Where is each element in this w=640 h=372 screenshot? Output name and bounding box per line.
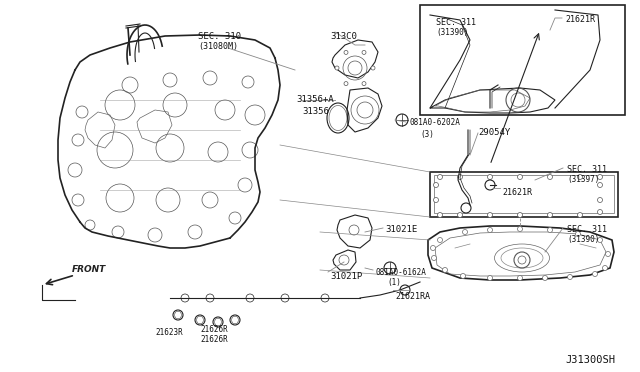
Text: 31021E: 31021E <box>385 225 417 234</box>
Circle shape <box>458 212 463 218</box>
Text: SEC. 310: SEC. 310 <box>198 32 241 41</box>
Circle shape <box>371 66 375 70</box>
Circle shape <box>230 315 240 325</box>
Circle shape <box>547 174 552 180</box>
Circle shape <box>488 212 493 218</box>
Text: 31356: 31356 <box>302 107 329 116</box>
Circle shape <box>195 315 205 325</box>
Text: 29054Y: 29054Y <box>478 128 510 137</box>
Text: 081A0-6202A: 081A0-6202A <box>410 118 461 127</box>
Circle shape <box>602 266 607 270</box>
Circle shape <box>605 251 611 257</box>
Text: J31300SH: J31300SH <box>565 355 615 365</box>
Circle shape <box>598 198 602 202</box>
Circle shape <box>488 276 493 280</box>
Circle shape <box>458 174 463 180</box>
Circle shape <box>433 198 438 202</box>
Circle shape <box>593 272 598 276</box>
Circle shape <box>518 212 522 218</box>
Bar <box>430 172 618 217</box>
Circle shape <box>431 246 435 250</box>
Circle shape <box>335 66 339 70</box>
Circle shape <box>344 81 348 86</box>
Circle shape <box>173 310 183 320</box>
Bar <box>420 5 625 115</box>
Text: 081A0-6162A: 081A0-6162A <box>375 268 426 277</box>
Circle shape <box>246 294 254 302</box>
Circle shape <box>575 231 580 237</box>
Text: 21621RA: 21621RA <box>395 292 430 301</box>
Circle shape <box>181 294 189 302</box>
Circle shape <box>321 294 329 302</box>
Circle shape <box>344 51 348 54</box>
Circle shape <box>438 212 442 218</box>
Circle shape <box>438 237 442 243</box>
Circle shape <box>442 267 447 273</box>
Circle shape <box>431 256 436 260</box>
Circle shape <box>598 174 602 180</box>
Circle shape <box>547 212 552 218</box>
Circle shape <box>577 212 582 218</box>
Circle shape <box>461 273 465 279</box>
Bar <box>434 175 614 213</box>
Circle shape <box>518 276 522 280</box>
Text: (31080M): (31080M) <box>198 42 238 51</box>
Text: (1): (1) <box>387 278 401 287</box>
Circle shape <box>438 174 442 180</box>
Text: 21626R: 21626R <box>200 325 228 334</box>
Circle shape <box>598 183 602 187</box>
Circle shape <box>518 174 522 180</box>
Text: SEC. 311: SEC. 311 <box>567 225 607 234</box>
Circle shape <box>213 317 223 327</box>
Text: (31397): (31397) <box>567 175 600 184</box>
Text: (31390): (31390) <box>436 28 468 37</box>
Text: 21621R: 21621R <box>565 15 595 24</box>
Circle shape <box>598 237 602 243</box>
Circle shape <box>543 276 547 280</box>
Circle shape <box>206 294 214 302</box>
Circle shape <box>362 51 366 54</box>
Circle shape <box>488 228 493 232</box>
Circle shape <box>577 174 582 180</box>
Circle shape <box>488 174 493 180</box>
Text: SEC. 311: SEC. 311 <box>436 18 476 27</box>
Circle shape <box>598 209 602 215</box>
Text: FRONT: FRONT <box>72 266 106 275</box>
Text: 31356+A: 31356+A <box>296 95 333 104</box>
Circle shape <box>281 294 289 302</box>
Circle shape <box>433 183 438 187</box>
Text: 21626R: 21626R <box>200 335 228 344</box>
Text: (3): (3) <box>420 130 434 139</box>
Circle shape <box>547 228 552 232</box>
Circle shape <box>568 275 573 279</box>
Text: SEC. 311: SEC. 311 <box>567 165 607 174</box>
Circle shape <box>518 227 522 231</box>
Text: (31390): (31390) <box>567 235 600 244</box>
Text: 21623R: 21623R <box>155 328 183 337</box>
Text: 31021P: 31021P <box>330 272 362 281</box>
Circle shape <box>463 230 467 234</box>
Circle shape <box>362 81 366 86</box>
Text: 313C0: 313C0 <box>330 32 357 41</box>
Text: 21621R: 21621R <box>502 188 532 197</box>
